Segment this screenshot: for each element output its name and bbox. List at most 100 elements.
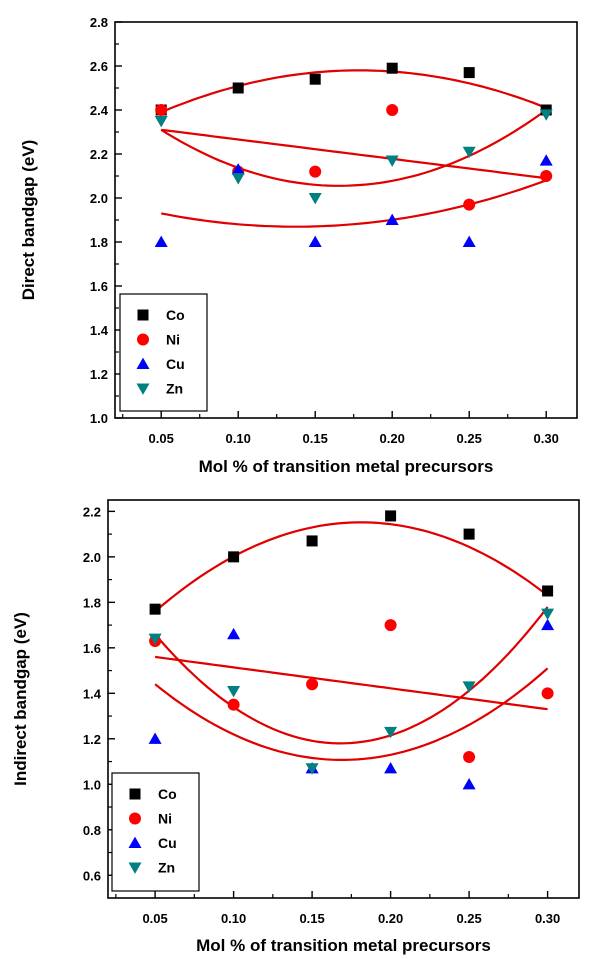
y-tick-label: 2.0: [83, 550, 101, 565]
data-point-zn: [154, 115, 168, 128]
data-point-ni: [463, 750, 476, 763]
data-point-ni: [541, 687, 554, 700]
direct-bandgap-chart: 0.05 0.10 0.15 0.20 0.25 0.30 1.0 1.2 1.4 1.6 1.8 2…: [19, 15, 578, 476]
data-point-zn: [305, 763, 319, 775]
data-point-ni: [309, 165, 322, 178]
y-tick-label: 2.0: [90, 191, 108, 206]
x-tick-label: 0.20: [380, 431, 405, 446]
x-tick-label: 0.15: [303, 431, 328, 446]
data-point-zn: [308, 192, 322, 205]
x-tick-label: 0.25: [456, 911, 481, 926]
data-point-co: [149, 603, 161, 615]
y-tick-label: 2.2: [90, 147, 108, 162]
quadratic-fit-curve: [160, 179, 547, 228]
data-point-zn: [385, 155, 399, 167]
y-tick-label: 0.8: [83, 823, 101, 838]
legend-label-zn: Zn: [158, 860, 175, 876]
data-point-co: [463, 528, 475, 540]
quadratic-fit-curve: [154, 521, 549, 613]
quadratic-fit-curve: [160, 69, 547, 114]
legend-box: [119, 293, 208, 412]
y-tick-label: 2.4: [90, 103, 109, 118]
data-point-ni: [155, 104, 168, 116]
quadratic-fit-curve: [154, 667, 549, 762]
y-axis-title: Indirect bandgap (eV): [11, 612, 30, 786]
x-tick-label: 0.30: [534, 431, 559, 446]
y-tick-label: 2.2: [83, 504, 101, 519]
legend: Co Ni Cu Zn: [119, 293, 208, 412]
x-tick-label: 0.20: [378, 911, 403, 926]
data-point-zn: [539, 109, 553, 121]
data-point-cu: [384, 762, 398, 774]
indirect-bandgap-chart: 0.05 0.10 0.15 0.20 0.25 0.30 0.6 0.8 1.0 1.2 1.4 1…: [11, 499, 580, 955]
legend-label-cu: Cu: [166, 356, 185, 372]
data-point-ni: [306, 678, 319, 691]
data-point-ni: [540, 170, 553, 182]
y-tick-label: 1.6: [83, 641, 101, 656]
linear-fit-line: [161, 128, 547, 180]
legend-box: [111, 772, 200, 892]
data-point-ni: [384, 619, 397, 632]
data-point-co: [542, 585, 554, 597]
y-tick-label: 2.6: [90, 59, 108, 74]
y-tick-label: 1.2: [90, 367, 108, 382]
data-point-co: [385, 510, 397, 522]
data-point-cu: [462, 235, 476, 248]
x-tick-label: 0.10: [226, 431, 251, 446]
data-point-ni: [386, 104, 399, 116]
legend-label-ni: Ni: [166, 332, 180, 348]
x-axis-title: Mol % of transition metal precursors: [196, 936, 491, 955]
y-tick-label: 1.6: [90, 279, 108, 294]
data-point-co: [228, 551, 240, 563]
data-point-cu: [227, 627, 241, 640]
legend-marker-zn: [128, 862, 142, 874]
data-point-co: [309, 73, 321, 85]
data-point-zn: [227, 685, 241, 698]
x-tick-label: 0.25: [457, 431, 482, 446]
data-point-cu: [154, 235, 168, 248]
linear-fit-line: [154, 655, 548, 711]
y-tick-label: 1.4: [83, 686, 102, 701]
x-tick-label: 0.30: [535, 911, 560, 926]
y-tick-label: 0.6: [83, 868, 101, 883]
data-point-zn: [231, 173, 245, 185]
data-point-cu: [148, 732, 162, 744]
legend-label-co: Co: [158, 786, 177, 802]
data-point-zn: [384, 726, 398, 739]
y-tick-label: 1.2: [83, 732, 101, 747]
quadratic-fit-curve: [160, 109, 547, 187]
legend-marker-co: [137, 309, 149, 321]
data-point-co: [386, 62, 398, 74]
legend-marker-cu: [136, 357, 150, 370]
y-tick-label: 1.4: [90, 323, 109, 338]
legend-marker-cu: [128, 836, 142, 849]
legend: Co Ni Cu Zn: [111, 772, 200, 892]
y-tick-label: 1.0: [83, 777, 101, 792]
plot-frame: [107, 499, 580, 899]
data-point-cu: [462, 777, 476, 790]
legend-label-co: Co: [166, 307, 185, 323]
legend-marker-ni: [137, 333, 149, 346]
y-tick-label: 1.8: [83, 595, 101, 610]
y-tick-label: 1.8: [90, 235, 108, 250]
x-tick-label: 0.15: [299, 911, 324, 926]
data-point-zn: [541, 608, 555, 621]
y-tick-label: 2.8: [90, 15, 108, 30]
data-point-cu: [541, 618, 555, 631]
legend-label-zn: Zn: [166, 381, 183, 397]
legend-marker-co: [129, 788, 141, 800]
data-point-cu: [385, 213, 399, 226]
legend-marker-zn: [136, 383, 150, 395]
quadratic-fit-curve: [154, 606, 549, 745]
data-point-zn: [148, 633, 162, 646]
x-axis-title: Mol % of transition metal precursors: [199, 457, 494, 476]
x-tick-label: 0.05: [142, 911, 167, 926]
data-point-ni: [227, 698, 240, 711]
data-point-co: [463, 67, 475, 79]
x-tick-label: 0.10: [221, 911, 246, 926]
data-point-cu: [539, 154, 553, 166]
y-tick-label: 1.0: [90, 411, 108, 426]
data-point-ni: [463, 198, 476, 211]
data-point-co: [232, 82, 244, 94]
